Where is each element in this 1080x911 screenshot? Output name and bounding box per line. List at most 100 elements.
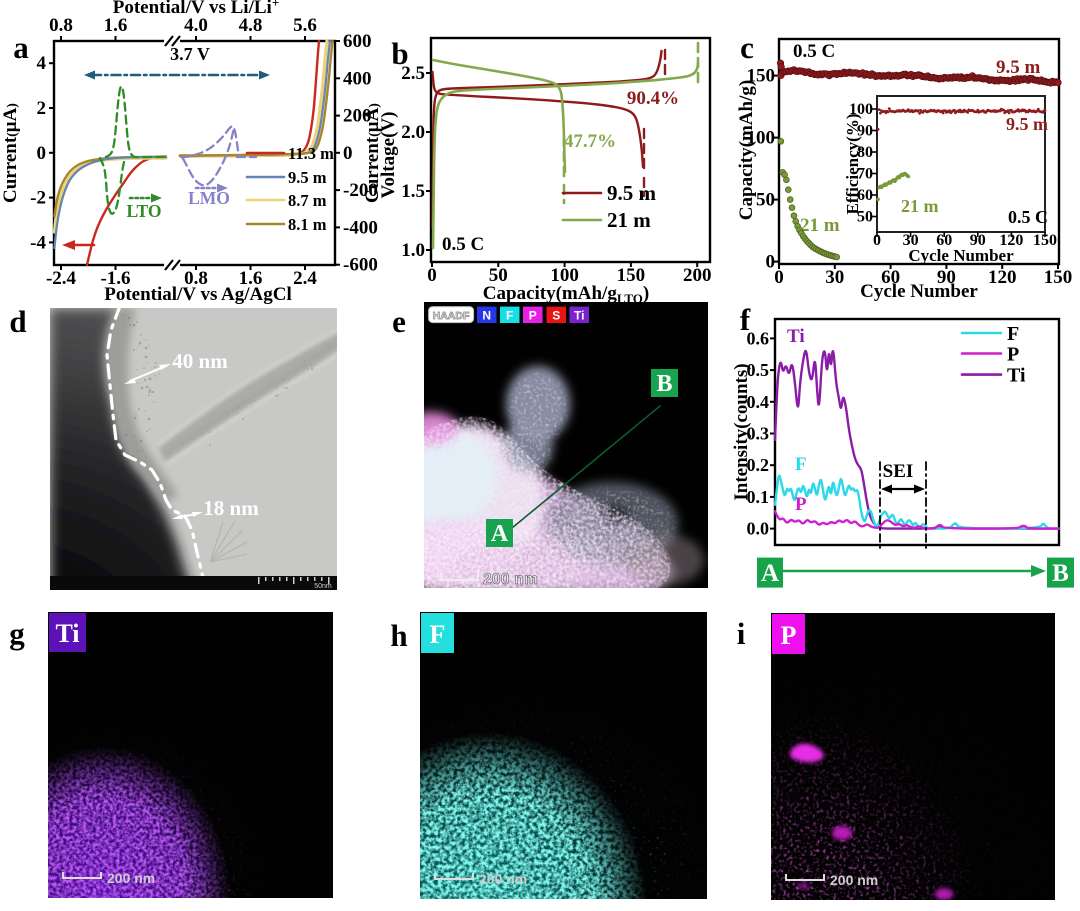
svg-text:200 nm: 200 nm: [479, 871, 527, 887]
svg-text:A: A: [761, 560, 779, 587]
svg-text:-1.6: -1.6: [100, 268, 130, 289]
svg-text:a: a: [13, 30, 29, 65]
svg-text:0.0: 0.0: [747, 519, 770, 539]
svg-text:50nm: 50nm: [314, 583, 332, 590]
svg-text:60: 60: [857, 187, 873, 204]
svg-text:Potential/V vs Li/Li+: Potential/V vs Li/Li+: [113, 0, 279, 18]
svg-text:60: 60: [936, 232, 952, 249]
svg-text:90: 90: [970, 232, 986, 249]
svg-text:120: 120: [988, 267, 1017, 288]
svg-text:21 m: 21 m: [901, 196, 939, 216]
svg-text:h: h: [390, 618, 407, 653]
svg-text:150: 150: [1033, 232, 1057, 249]
svg-text:90: 90: [937, 267, 956, 288]
svg-text:0.5 C: 0.5 C: [793, 41, 835, 62]
svg-text:2.5: 2.5: [401, 63, 425, 84]
svg-text:Current(μA): Current(μA): [362, 103, 383, 203]
svg-text:d: d: [9, 304, 26, 339]
svg-text:Capacity(mAh/g): Capacity(mAh/g): [736, 80, 757, 220]
svg-text:2: 2: [37, 98, 47, 119]
svg-text:F: F: [506, 309, 513, 323]
svg-text:50: 50: [489, 265, 508, 286]
svg-text:30: 30: [825, 267, 844, 288]
svg-text:400: 400: [343, 68, 372, 89]
svg-text:P: P: [529, 309, 537, 323]
svg-text:b: b: [391, 36, 408, 71]
svg-text:P: P: [781, 621, 797, 650]
svg-text:100: 100: [550, 265, 579, 286]
svg-text:0.3: 0.3: [747, 424, 770, 444]
svg-text:B: B: [1052, 560, 1069, 587]
svg-text:21 m: 21 m: [607, 208, 651, 232]
svg-text:60: 60: [881, 267, 900, 288]
svg-text:Ti: Ti: [787, 326, 805, 347]
svg-text:-4: -4: [30, 232, 46, 253]
svg-text:N: N: [482, 309, 491, 323]
svg-text:0.6: 0.6: [747, 328, 770, 348]
svg-text:600: 600: [343, 31, 372, 52]
svg-text:Voltage(V): Voltage(V): [378, 112, 399, 199]
svg-text:-2: -2: [30, 188, 46, 209]
svg-text:18 nm: 18 nm: [203, 496, 259, 520]
svg-text:150: 150: [617, 265, 646, 286]
svg-text:100: 100: [747, 128, 776, 149]
svg-text:0.5 C: 0.5 C: [1008, 207, 1048, 227]
svg-text:0.1: 0.1: [747, 487, 770, 507]
svg-text:0.5 C: 0.5 C: [442, 234, 484, 255]
svg-text:-400: -400: [343, 217, 378, 238]
svg-text:Intensity(counts): Intensity(counts): [731, 363, 752, 500]
svg-text:1.5: 1.5: [401, 181, 425, 202]
svg-text:c: c: [740, 30, 754, 65]
svg-text:i: i: [737, 616, 746, 651]
svg-text:150: 150: [1044, 267, 1073, 288]
svg-text:70: 70: [857, 166, 873, 183]
svg-text:0.8: 0.8: [49, 15, 73, 36]
svg-text:LTO: LTO: [126, 201, 161, 221]
svg-text:9.5 m: 9.5 m: [607, 181, 657, 205]
svg-text:0.2: 0.2: [747, 455, 770, 475]
svg-text:1.6: 1.6: [104, 15, 128, 36]
svg-text:Ti: Ti: [574, 309, 584, 323]
svg-text:200 nm: 200 nm: [830, 872, 878, 888]
svg-text:9.5 m: 9.5 m: [996, 57, 1041, 78]
svg-text:F: F: [430, 620, 446, 649]
svg-text:1.6: 1.6: [239, 268, 263, 289]
svg-text:-200: -200: [343, 180, 378, 201]
svg-text:g: g: [9, 616, 25, 651]
svg-text:B: B: [656, 371, 672, 397]
svg-text:0.8: 0.8: [184, 268, 208, 289]
svg-text:HAADF: HAADF: [433, 310, 470, 322]
svg-text:A: A: [491, 521, 509, 547]
svg-text:200 nm: 200 nm: [483, 571, 538, 588]
svg-text:0: 0: [37, 143, 47, 164]
svg-text:LMO: LMO: [188, 188, 230, 208]
svg-text:5.6: 5.6: [293, 15, 317, 36]
svg-text:2.0: 2.0: [401, 122, 425, 143]
svg-text:200: 200: [343, 106, 372, 127]
svg-text:Ti: Ti: [55, 619, 79, 648]
svg-text:SEI: SEI: [883, 461, 914, 482]
svg-text:0: 0: [774, 267, 784, 288]
svg-text:Cycle Number: Cycle Number: [860, 281, 978, 302]
svg-text:Potential/V vs Ag/AgCl: Potential/V vs Ag/AgCl: [104, 284, 292, 305]
svg-text:-2.4: -2.4: [46, 268, 77, 289]
svg-text:0: 0: [766, 252, 776, 273]
svg-text:F: F: [1007, 323, 1019, 345]
svg-text:Efficiency(%): Efficiency(%): [843, 113, 862, 214]
svg-text:90.4%: 90.4%: [627, 88, 679, 109]
svg-text:11.3 m: 11.3 m: [288, 144, 334, 163]
svg-text:0: 0: [427, 265, 437, 286]
svg-text:120: 120: [999, 232, 1023, 249]
svg-text:200: 200: [683, 265, 712, 286]
svg-text:80: 80: [857, 144, 873, 161]
svg-text:3.7 V: 3.7 V: [170, 44, 210, 64]
svg-text:e: e: [392, 304, 406, 339]
svg-text:0.5: 0.5: [747, 360, 770, 380]
svg-text:0.4: 0.4: [747, 392, 770, 412]
svg-text:4.0: 4.0: [184, 15, 208, 36]
svg-text:4: 4: [37, 53, 47, 74]
svg-text:50: 50: [857, 209, 873, 226]
svg-text:P: P: [795, 494, 807, 515]
svg-text:8.7 m: 8.7 m: [288, 191, 327, 210]
svg-text:30: 30: [903, 232, 919, 249]
